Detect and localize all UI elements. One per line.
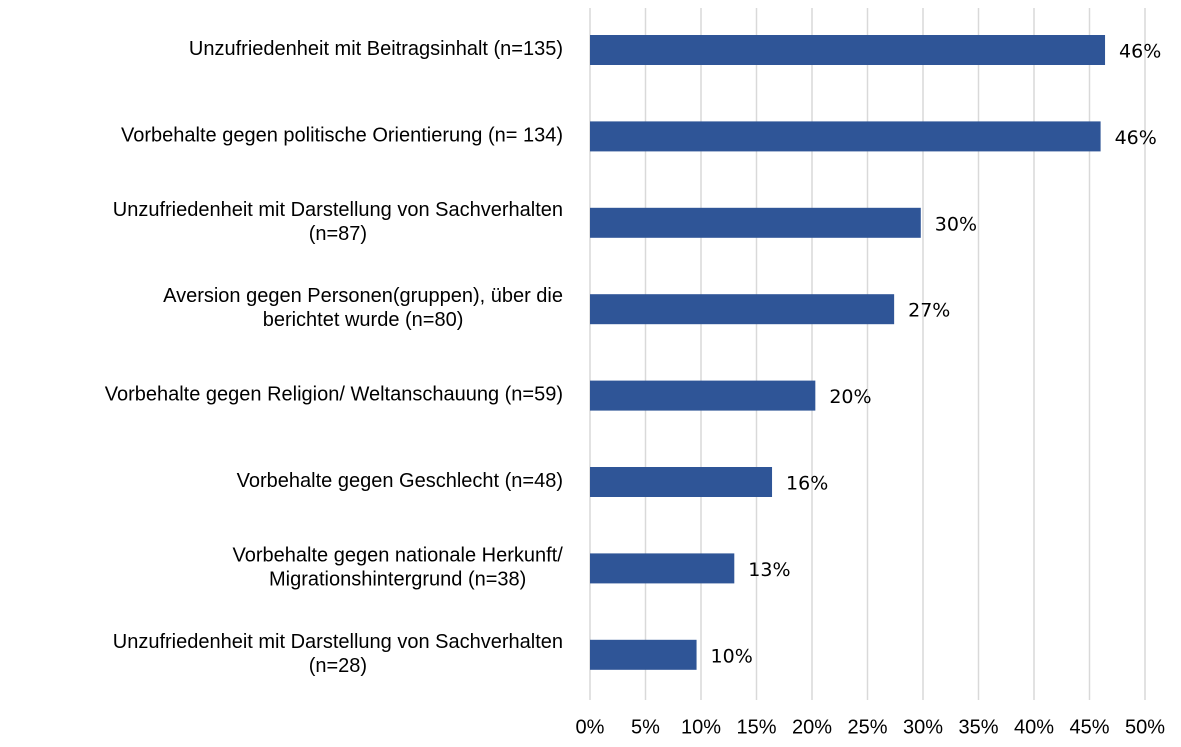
bar: [590, 380, 816, 411]
y-tick-label: Vorbehalte gegen nationale Herkunft/Migr…: [233, 545, 564, 591]
bar: [590, 639, 697, 670]
bar: [590, 207, 921, 238]
bar: [590, 553, 735, 584]
y-tick-label: Vorbehalte gegen Geschlecht (n=48): [237, 470, 563, 492]
bar: [590, 35, 1106, 65]
data-label: 46%: [1119, 41, 1161, 63]
data-label: 46%: [1115, 127, 1157, 149]
x-tick-label: 40%: [1014, 716, 1054, 738]
x-tick-label: 15%: [736, 716, 776, 738]
y-tick-label: Unzufriedenheit mit Beitragsinhalt (n=13…: [189, 38, 563, 60]
x-tick-label: 0%: [576, 716, 605, 738]
y-tick-label: Vorbehalte gegen politische Orientierung…: [121, 125, 563, 147]
bar: [590, 121, 1101, 152]
x-tick-label: 45%: [1069, 716, 1109, 738]
y-tick-label: Unzufriedenheit mit Darstellung von Sach…: [113, 199, 563, 245]
x-tick-label: 10%: [681, 716, 721, 738]
x-tick-label: 50%: [1125, 716, 1165, 738]
bar: [590, 467, 773, 497]
data-label: 16%: [786, 473, 828, 495]
data-label: 10%: [711, 645, 753, 667]
data-label: 20%: [829, 386, 871, 408]
x-tick-label: 30%: [903, 716, 943, 738]
x-tick-label: 5%: [631, 716, 660, 738]
y-tick-label: Vorbehalte gegen Religion/ Weltanschauun…: [105, 384, 563, 406]
data-label: 30%: [935, 213, 977, 235]
x-tick-label: 20%: [792, 716, 832, 738]
data-label: 13%: [748, 559, 790, 581]
bar: [590, 294, 895, 325]
y-tick-label: Aversion gegen Personen(gruppen), über d…: [163, 285, 563, 331]
x-tick-label: 35%: [958, 716, 998, 738]
data-label: 27%: [908, 300, 950, 322]
x-tick-label: 25%: [847, 716, 887, 738]
y-tick-label: Unzufriedenheit mit Darstellung von Sach…: [113, 631, 563, 677]
